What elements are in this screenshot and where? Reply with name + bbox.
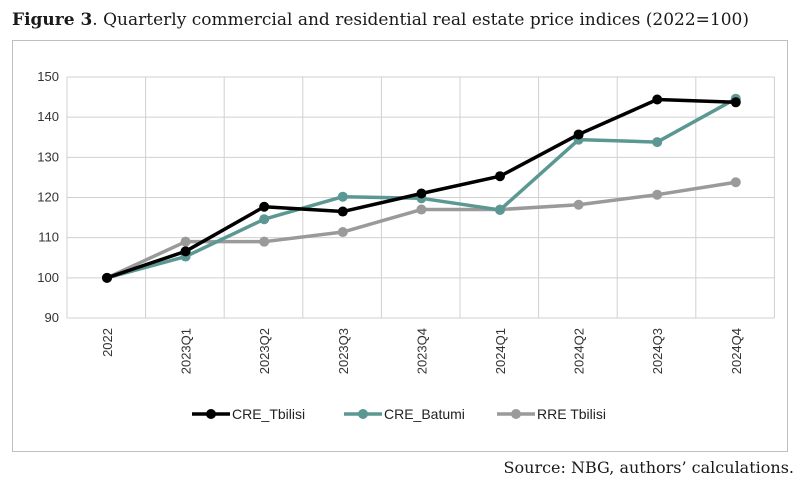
y-tick-label: 100 xyxy=(37,270,59,285)
legend-label: RRE Tbilisi xyxy=(537,406,606,422)
series-group xyxy=(102,93,741,283)
data-point xyxy=(180,246,191,257)
x-tick-label: 2023Q4 xyxy=(414,328,429,374)
legend: CRE_Tbilisi CRE_Batumi RRE Tbilisi xyxy=(192,406,606,422)
x-tick-label: 2023Q3 xyxy=(336,328,351,374)
data-point xyxy=(652,137,663,148)
legend-marker xyxy=(358,409,368,419)
data-point xyxy=(573,129,584,140)
data-point xyxy=(180,236,191,247)
grid-lines xyxy=(66,76,775,319)
data-point xyxy=(337,206,348,217)
legend-marker xyxy=(511,409,521,419)
legend-label: CRE_Batumi xyxy=(384,406,465,422)
x-tick-label: 2022 xyxy=(100,328,115,357)
x-tick-label: 2024Q3 xyxy=(650,328,665,374)
figure-title: Figure 3. Quarterly commercial and resid… xyxy=(12,10,749,30)
data-point xyxy=(652,94,663,105)
y-tick-label: 110 xyxy=(38,230,59,245)
series-line-CRE_Batumi xyxy=(106,97,737,280)
legend-label: CRE_Tbilisi xyxy=(232,406,305,422)
x-tick-label: 2024Q2 xyxy=(572,328,587,374)
data-point xyxy=(652,189,663,200)
y-tick-label: 150 xyxy=(37,69,59,84)
data-point xyxy=(495,171,505,182)
figure-caption: . Quarterly commercial and residential r… xyxy=(92,10,749,30)
data-point xyxy=(730,97,741,108)
data-point xyxy=(259,201,270,212)
data-point xyxy=(102,272,112,283)
y-tick-label: 90 xyxy=(45,310,59,325)
chart-frame xyxy=(12,40,788,452)
data-point xyxy=(495,204,505,215)
data-point xyxy=(337,191,348,202)
y-tick-label: 130 xyxy=(37,149,59,164)
x-tick-label: 2023Q1 xyxy=(179,328,194,374)
figure-label: Figure 3 xyxy=(12,10,93,30)
data-point xyxy=(259,236,270,247)
x-tick-label: 2024Q4 xyxy=(729,328,744,374)
data-point xyxy=(259,214,270,225)
source-note: Source: NBG, authors’ calculations. xyxy=(503,458,794,477)
data-point xyxy=(416,204,427,215)
data-point xyxy=(573,199,584,210)
x-axis: 2022 2023Q1 2023Q2 2023Q3 2023Q4 2024Q1 2024Q2… xyxy=(100,328,744,374)
x-tick-label: 2024Q1 xyxy=(493,328,508,374)
x-tick-label: 2023Q2 xyxy=(257,328,272,374)
y-axis: 90 100 110 120 130 140 150 xyxy=(37,69,59,325)
data-point xyxy=(337,227,348,238)
legend-marker xyxy=(206,409,216,419)
data-point xyxy=(416,188,427,199)
y-tick-label: 140 xyxy=(37,109,59,124)
y-tick-label: 120 xyxy=(37,190,59,205)
data-point xyxy=(730,177,741,188)
